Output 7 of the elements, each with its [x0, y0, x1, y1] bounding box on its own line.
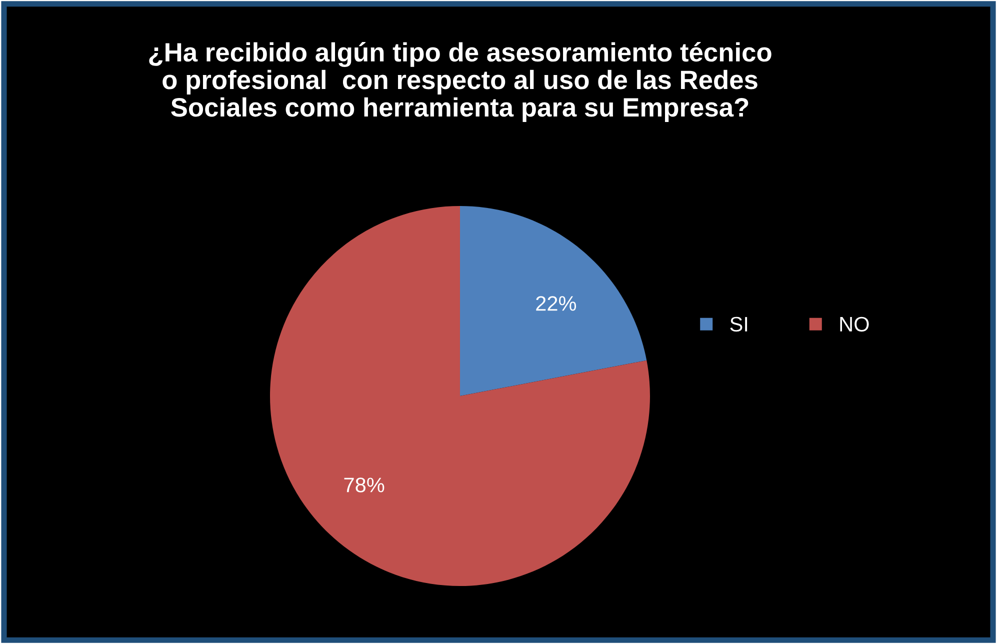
- chart-title: ¿Ha recibido algún tipo de asesoramiento técnico o profesional con respecto al uso de las Redes Sociales como herramienta para su Empresa?: [149, 42, 772, 122]
- data-label: 78%: [344, 478, 384, 492]
- pie-slice: [270, 206, 650, 586]
- pie-slice: [460, 206, 647, 396]
- data-label: 22%: [536, 296, 576, 311]
- legend-label: NO: [840, 316, 869, 332]
- legend-label: SI: [730, 316, 748, 332]
